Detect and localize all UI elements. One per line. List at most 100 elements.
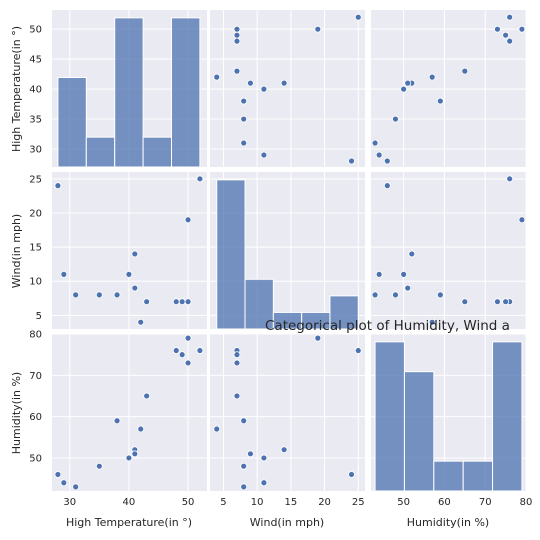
scatter-point — [240, 115, 248, 123]
scatter-point — [172, 298, 180, 306]
hist-bar — [142, 136, 173, 168]
scatter-point — [247, 450, 254, 458]
x-tick-label: 60 — [438, 497, 451, 508]
scatter-point — [60, 479, 68, 487]
y-tick-label: 10 — [29, 277, 42, 288]
scatter-point — [240, 139, 248, 147]
scatter-point — [54, 471, 62, 478]
scatter-point — [436, 97, 444, 105]
scatter-point — [461, 298, 469, 306]
scatter-point — [392, 291, 399, 299]
scatter-point — [233, 392, 241, 400]
scatter-point — [404, 79, 412, 87]
scatter-point — [240, 97, 248, 105]
scatter-point — [178, 298, 186, 306]
scatter-point — [502, 31, 510, 39]
scatter-point — [125, 270, 133, 278]
x-tick-label: 20 — [318, 497, 331, 508]
scatter-point — [383, 157, 391, 165]
scatter-point — [240, 483, 248, 491]
scatter-point — [95, 462, 103, 470]
y-tick-label: 80 — [29, 330, 42, 341]
hist-bar — [374, 341, 405, 492]
scatter-point — [95, 291, 103, 299]
scatter-point — [178, 351, 186, 359]
scatter-point — [143, 392, 151, 400]
scatter-point — [260, 454, 268, 462]
y-tick-label: 50 — [29, 25, 42, 36]
hist-bar — [492, 341, 523, 492]
x-tick-label: 30 — [63, 497, 76, 508]
panel-background — [210, 10, 365, 167]
panel-r2-c1 — [210, 333, 365, 491]
scatter-point — [375, 270, 383, 278]
x-tick-label: 15 — [285, 497, 298, 508]
scatter-point — [375, 151, 383, 159]
scatter-point — [60, 270, 68, 278]
scatter-point — [240, 417, 248, 425]
scatter-point — [506, 37, 514, 45]
scatter-point — [392, 115, 399, 123]
hist-bar — [244, 278, 274, 330]
x-tick-label: 5 — [220, 497, 226, 508]
scatter-point — [213, 425, 221, 433]
scatter-point — [125, 454, 133, 462]
hist-bar — [462, 460, 494, 492]
scatter-point — [404, 284, 412, 292]
scatter-point — [354, 347, 362, 354]
scatter-point — [408, 250, 416, 258]
scatter-point — [518, 25, 526, 33]
y-tick-label: 70 — [29, 371, 42, 382]
y-tick-label: 60 — [29, 412, 42, 423]
scatter-point — [383, 182, 391, 190]
scatter-point — [137, 318, 145, 326]
scatter-point — [196, 175, 204, 183]
x-label-col-0: High Temperature(in °) — [66, 516, 192, 529]
hist-bar — [329, 295, 359, 330]
scatter-point — [494, 25, 501, 33]
panel-r0-c1 — [210, 10, 365, 167]
y-tick-label: 15 — [29, 243, 42, 254]
scatter-point — [400, 270, 408, 278]
hist-bar — [114, 17, 144, 168]
scatter-point — [260, 479, 268, 487]
scatter-point — [233, 67, 241, 75]
scatter-point — [436, 291, 444, 299]
scatter-point — [184, 216, 192, 224]
y-tick-label: 35 — [29, 115, 42, 126]
scatter-point — [371, 139, 379, 147]
panels-layer: 30 35 40 45 50 5 10 15 20 25 50 60 70 80 30 40 50 5 10 15 20… — [29, 10, 532, 508]
scatter-point — [131, 284, 139, 292]
scatter-point — [72, 291, 80, 299]
scatter-point — [428, 318, 436, 326]
panel-background — [210, 334, 365, 491]
scatter-point — [137, 425, 145, 433]
x-tick-label: 80 — [520, 497, 533, 508]
scatter-point — [348, 471, 355, 478]
y-tick-label: 50 — [29, 453, 42, 464]
scatter-point — [131, 450, 139, 458]
y-label-row-2: Humidity(in %) — [10, 372, 23, 454]
scatter-point — [131, 250, 139, 258]
panel-background — [371, 172, 526, 329]
scatter-point — [240, 462, 248, 470]
scatter-point — [233, 25, 241, 33]
x-tick-label: 70 — [479, 497, 492, 508]
scatter-point — [247, 79, 254, 87]
hist-bar — [171, 17, 201, 168]
x-tick-label: 40 — [123, 497, 136, 508]
scatter-point — [371, 291, 379, 299]
panel-background — [52, 334, 207, 491]
scatter-point — [314, 25, 322, 33]
scatter-point — [72, 483, 80, 491]
scatter-point — [54, 182, 62, 190]
x-tick-label: 50 — [397, 497, 410, 508]
scatter-point — [113, 417, 121, 425]
y-tick-label: 25 — [29, 174, 42, 185]
panel-background — [371, 10, 526, 167]
y-tick-label: 40 — [29, 85, 42, 96]
scatter-point — [314, 334, 322, 342]
scatter-point — [280, 446, 288, 454]
hist-bar — [403, 371, 435, 492]
scatter-point — [233, 37, 241, 45]
